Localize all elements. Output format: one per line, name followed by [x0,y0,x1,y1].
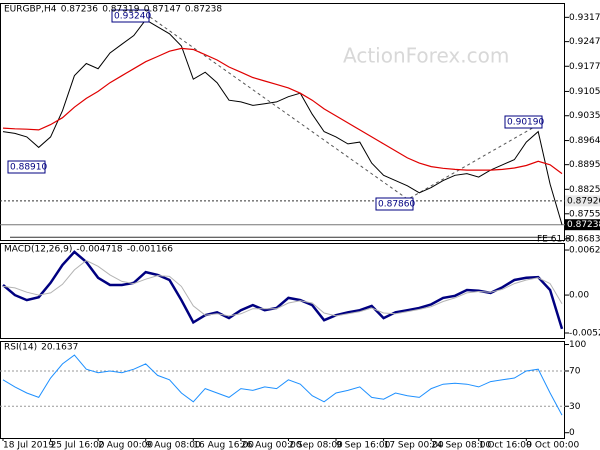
axis-marker-box [565,195,600,207]
y-tick-label: 30 [569,402,581,412]
panel-frame [0,3,565,241]
panel-reading: 0.87147 [144,5,181,15]
panel-reading: 20.1637 [41,343,78,353]
series-line [2,19,563,225]
axis-marker-label: 0.87238 [567,220,600,230]
panel-title: MACD(12,26,9) [4,245,72,255]
price-label-box [375,197,414,211]
y-tick-label: 0.92475 [569,37,600,47]
x-tick-label: 26 Aug 00:00 [241,441,302,450]
series-line [2,259,563,317]
price-label-box [504,115,543,129]
series-line [2,250,564,330]
x-tick-label: 25 Jul 16:00 [51,441,105,450]
watermark: ActionForex.com [343,44,509,68]
panel-reading: -0.001166 [127,245,173,255]
panel-reading: 0.87236 [61,5,98,15]
panel-frame [0,243,565,339]
axis-marker-box [565,219,600,231]
series-line [2,47,563,175]
panel-title: EURGBP,H4 [4,5,57,15]
x-tick-label: 24 Sep 08:00 [431,441,491,450]
panel-reading: 0.87238 [185,5,222,15]
panel-title: RSI(14) [4,343,37,353]
y-tick-label: 0 [569,428,575,438]
y-tick-label: 0.00 [569,291,589,301]
y-tick-label: 0.89645 [569,136,600,146]
y-tick-label: 0.88955 [569,160,600,170]
y-tick-label: 0.86835 [569,234,600,244]
y-tick-label: 100 [569,340,586,350]
x-tick-label: 18 Jul 2019 [3,441,54,450]
price-label: 0.90190 [507,118,544,128]
x-tick-label: 2 Aug 00:00 [98,441,153,450]
x-tick-label: 17 Sep 00:00 [384,441,444,450]
fe-label: FE 61.8 [537,235,571,245]
y-tick-label: -0.005273 [569,328,600,338]
price-label: 0.88910 [10,163,47,173]
x-tick-label: 16 Aug 16:00 [193,441,254,450]
y-tick-label: 70 [569,366,581,376]
panel-reading: -0.004718 [76,245,122,255]
x-tick-label: 9 Oct 00:00 [526,441,579,450]
x-tick-label: 1 Oct 16:00 [479,441,532,450]
x-tick-label: 2 Sep 08:00 [288,441,343,450]
price-label-box [7,160,46,174]
trend-line [409,121,544,199]
price-label: 0.87860 [378,200,415,210]
panel-reading: 0.87319 [102,5,139,15]
y-tick-label: 0.006263 [569,246,600,256]
x-tick-label: 9 Sep 16:00 [336,441,391,450]
series-line [2,354,563,416]
x-tick-label: 9 Aug 08:00 [146,441,201,450]
price-label-box [111,9,150,23]
price-label: 0.93240 [114,12,151,22]
y-tick-label: 0.90355 [569,111,600,121]
panel-frame [0,341,565,439]
trend-line [149,16,407,199]
